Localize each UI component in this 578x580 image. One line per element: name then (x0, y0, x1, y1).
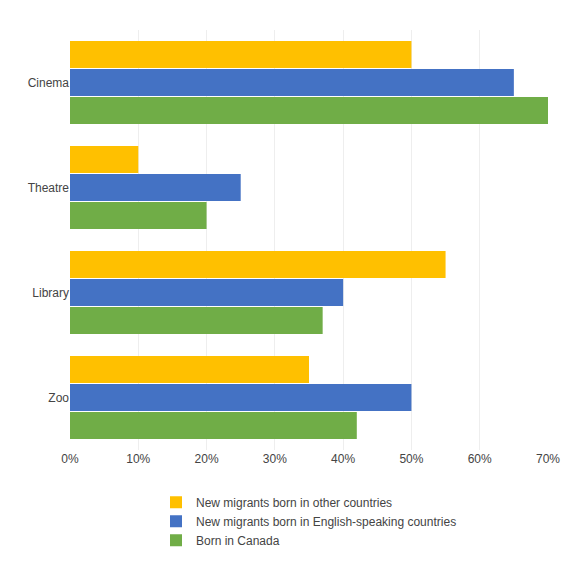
svg-text:0%: 0% (61, 452, 79, 466)
svg-text:New migrants born in English-s: New migrants born in English-speaking co… (196, 515, 456, 529)
svg-text:40%: 40% (331, 452, 355, 466)
svg-text:70%: 70% (536, 452, 560, 466)
svg-text:Cinema: Cinema (28, 76, 70, 90)
svg-text:Zoo: Zoo (48, 391, 69, 405)
svg-text:10%: 10% (126, 452, 150, 466)
svg-text:Library: Library (32, 286, 69, 300)
svg-text:30%: 30% (263, 452, 287, 466)
svg-text:Born in Canada: Born in Canada (196, 534, 280, 548)
svg-text:New migrants born in other cou: New migrants born in other countries (196, 496, 392, 510)
svg-text:20%: 20% (195, 452, 219, 466)
svg-text:50%: 50% (399, 452, 423, 466)
svg-text:60%: 60% (468, 452, 492, 466)
svg-text:Theatre: Theatre (28, 181, 70, 195)
